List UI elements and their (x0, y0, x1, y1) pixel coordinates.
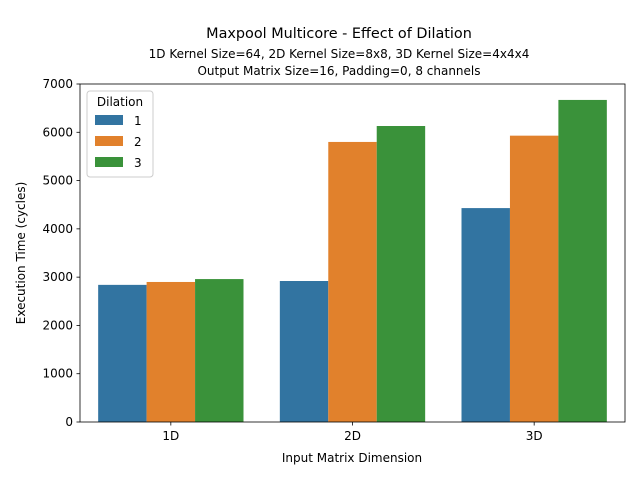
legend-items: 1 2 3 (95, 114, 142, 170)
legend-label-3: 3 (134, 156, 142, 170)
chart-title: Maxpool Multicore - Effect of Dilation (206, 26, 472, 42)
legend-frame (86, 90, 154, 178)
bar-1D-dilation-2 (146, 281, 196, 422)
x-axis-label: Input Matrix Dimension (282, 451, 422, 465)
y-tick-label: 0 (65, 415, 73, 429)
y-tick-label: 4000 (42, 222, 73, 236)
legend-label-1: 1 (134, 114, 142, 128)
x-tick-label: 2D (344, 429, 361, 443)
bar-3D-dilation-1 (461, 208, 510, 422)
bar-2D-dilation-2 (328, 141, 377, 422)
bars-group (98, 99, 607, 422)
y-axis: 0 1000 2000 3000 4000 5000 6000 7000 (42, 77, 80, 429)
y-tick-label: 2000 (42, 318, 73, 332)
bar-2D-dilation-1 (279, 281, 329, 422)
x-tick-label: 3D (526, 429, 543, 443)
legend-swatch-3 (95, 157, 123, 167)
y-tick-label: 6000 (42, 125, 73, 139)
y-tick-label: 5000 (42, 174, 73, 188)
chart-subtitle-line-2: Output Matrix Size=16, Padding=0, 8 chan… (197, 64, 480, 78)
y-tick-label: 1000 (42, 367, 73, 381)
legend: Dilation 1 2 3 (86, 90, 154, 178)
legend-label-2: 2 (134, 135, 142, 149)
plot-frame (79, 83, 626, 423)
bar-3D-dilation-2 (509, 135, 559, 422)
y-axis-label: Execution Time (cycles) (14, 182, 28, 325)
legend-swatch-2 (95, 136, 123, 146)
bar-1D-dilation-1 (98, 284, 147, 422)
legend-title: Dilation (97, 95, 143, 109)
chart-subtitle-line-1: 1D Kernel Size=64, 2D Kernel Size=8x8, 3… (149, 47, 530, 61)
x-axis: 1D 2D 3D (162, 422, 543, 443)
legend-swatch-1 (95, 115, 123, 125)
bar-3D-dilation-3 (558, 99, 607, 422)
bar-2D-dilation-3 (376, 126, 426, 422)
bar-1D-dilation-3 (195, 279, 244, 422)
y-tick-label: 3000 (42, 270, 73, 284)
y-tick-label: 7000 (42, 77, 73, 91)
x-tick-label: 1D (162, 429, 179, 443)
